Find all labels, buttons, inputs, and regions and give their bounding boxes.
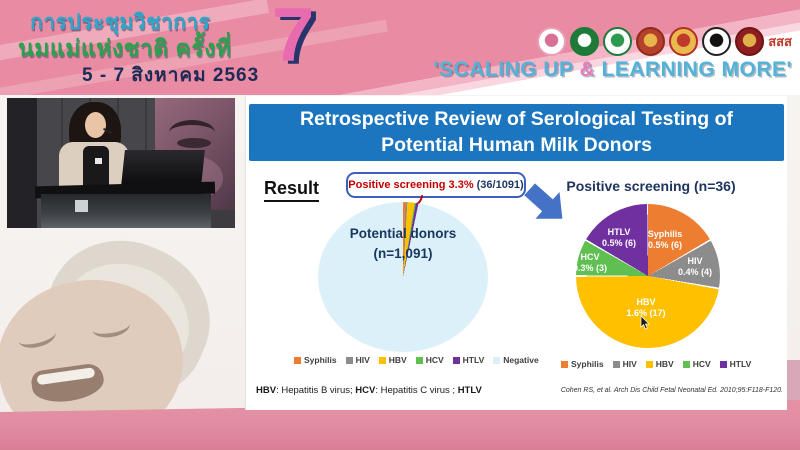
pie-slice-label: HCV 0.3% (3) xyxy=(572,252,608,273)
conference-slogan: 'SCALING UP & LEARNING MORE' xyxy=(433,58,792,81)
legend-item: HBV xyxy=(645,359,674,369)
callout-detail: (36/1091) xyxy=(476,179,524,191)
donors-pie-chart xyxy=(318,202,488,352)
royal-college-logo xyxy=(636,27,666,56)
conference-title-thai: การประชุมวิชาการ xyxy=(30,11,211,34)
donors-pie-center-label: Potential donors (n=1,091) xyxy=(349,226,457,261)
legend-item: Negative xyxy=(493,355,539,365)
legend-swatch xyxy=(645,360,653,368)
positive-screening-callout: Positive screening 3.3% (36/1091) xyxy=(346,172,526,198)
callout-highlight: Positive screening 3.3% xyxy=(348,179,474,191)
donors-pie-legend: Syphilis HIV HBV HCV HTLV Negative xyxy=(294,355,539,365)
sponsor-logos-row: สสส xyxy=(537,27,792,56)
legend-swatch xyxy=(719,360,727,368)
legend-item: HIV xyxy=(612,359,637,369)
positive-pie-title: Positive screening (n=36) xyxy=(566,178,736,194)
pie-slice-label: Syphilis 0.5% (6) xyxy=(647,229,683,250)
ampersand: & xyxy=(579,58,596,81)
legend-item: Syphilis xyxy=(294,355,337,365)
presenter-video-feed xyxy=(7,98,235,228)
legend-item: HTLV xyxy=(719,359,751,369)
pie-slice-label: HBV 1.6% (17) xyxy=(626,297,666,318)
slide-title-line1: Retrospective Review of Serological Test… xyxy=(299,108,734,131)
mouse-cursor-icon xyxy=(640,316,650,330)
reference-citation: Cohen RS, et al. Arch Dis Child Fetal Ne… xyxy=(560,387,783,394)
thai-health-sss-logo: สสส xyxy=(768,34,792,49)
conference-date-thai: 5 - 7 สิงหาคม 2563 xyxy=(82,65,260,86)
legend-swatch xyxy=(345,356,353,364)
conference-header-banner: การประชุมวิชาการ นมแม่แห่งชาติ ครั้งที่ … xyxy=(0,0,800,95)
edition-number: 7 xyxy=(272,0,315,78)
nursing-council-logo xyxy=(735,27,765,56)
legend-swatch xyxy=(561,360,568,368)
slide-title-line2: Potential Human Milk Donors xyxy=(381,133,652,156)
legend-item: HIV xyxy=(345,355,370,365)
legend-swatch xyxy=(452,356,460,364)
pie-slice-label: HIV 0.4% (4) xyxy=(677,256,713,277)
podium xyxy=(41,194,211,228)
result-heading: Result xyxy=(264,178,320,202)
legend-swatch xyxy=(378,356,386,364)
presentation-slide: Retrospective Review of Serological Test… xyxy=(245,96,787,410)
legend-swatch xyxy=(493,356,501,364)
legend-item: HCV xyxy=(415,355,444,365)
positive-pie-legend: Syphilis HIV HBV HCV HTLV xyxy=(561,359,751,369)
royal-institute-logo xyxy=(669,27,699,56)
pie-slice-label: HTLV 0.5% (6) xyxy=(601,227,637,248)
legend-swatch xyxy=(682,360,690,368)
legend-item: Syphilis xyxy=(561,359,604,369)
pediatric-society-logo xyxy=(702,27,732,56)
blue-arrow-icon xyxy=(524,183,563,219)
health-department-logo xyxy=(603,27,633,56)
legend-item: HBV xyxy=(378,355,407,365)
legend-swatch xyxy=(294,356,301,364)
abbreviation-footnote: HBV: Hepatitis B virus; HCV: Hepatitis C… xyxy=(256,385,482,396)
legend-item: HCV xyxy=(682,359,711,369)
breastfeeding-foundation-logo xyxy=(537,27,567,56)
legend-swatch xyxy=(612,360,620,368)
laptop-on-podium xyxy=(121,150,205,186)
conference-subtitle-thai: นมแม่แห่งชาติ ครั้งที่ xyxy=(18,35,232,61)
right-edge-strip xyxy=(786,360,800,400)
slide-title-banner: Retrospective Review of Serological Test… xyxy=(249,104,784,161)
legend-swatch xyxy=(415,356,423,364)
legend-item: HTLV xyxy=(452,355,484,365)
ministry-public-health-logo xyxy=(570,27,600,56)
